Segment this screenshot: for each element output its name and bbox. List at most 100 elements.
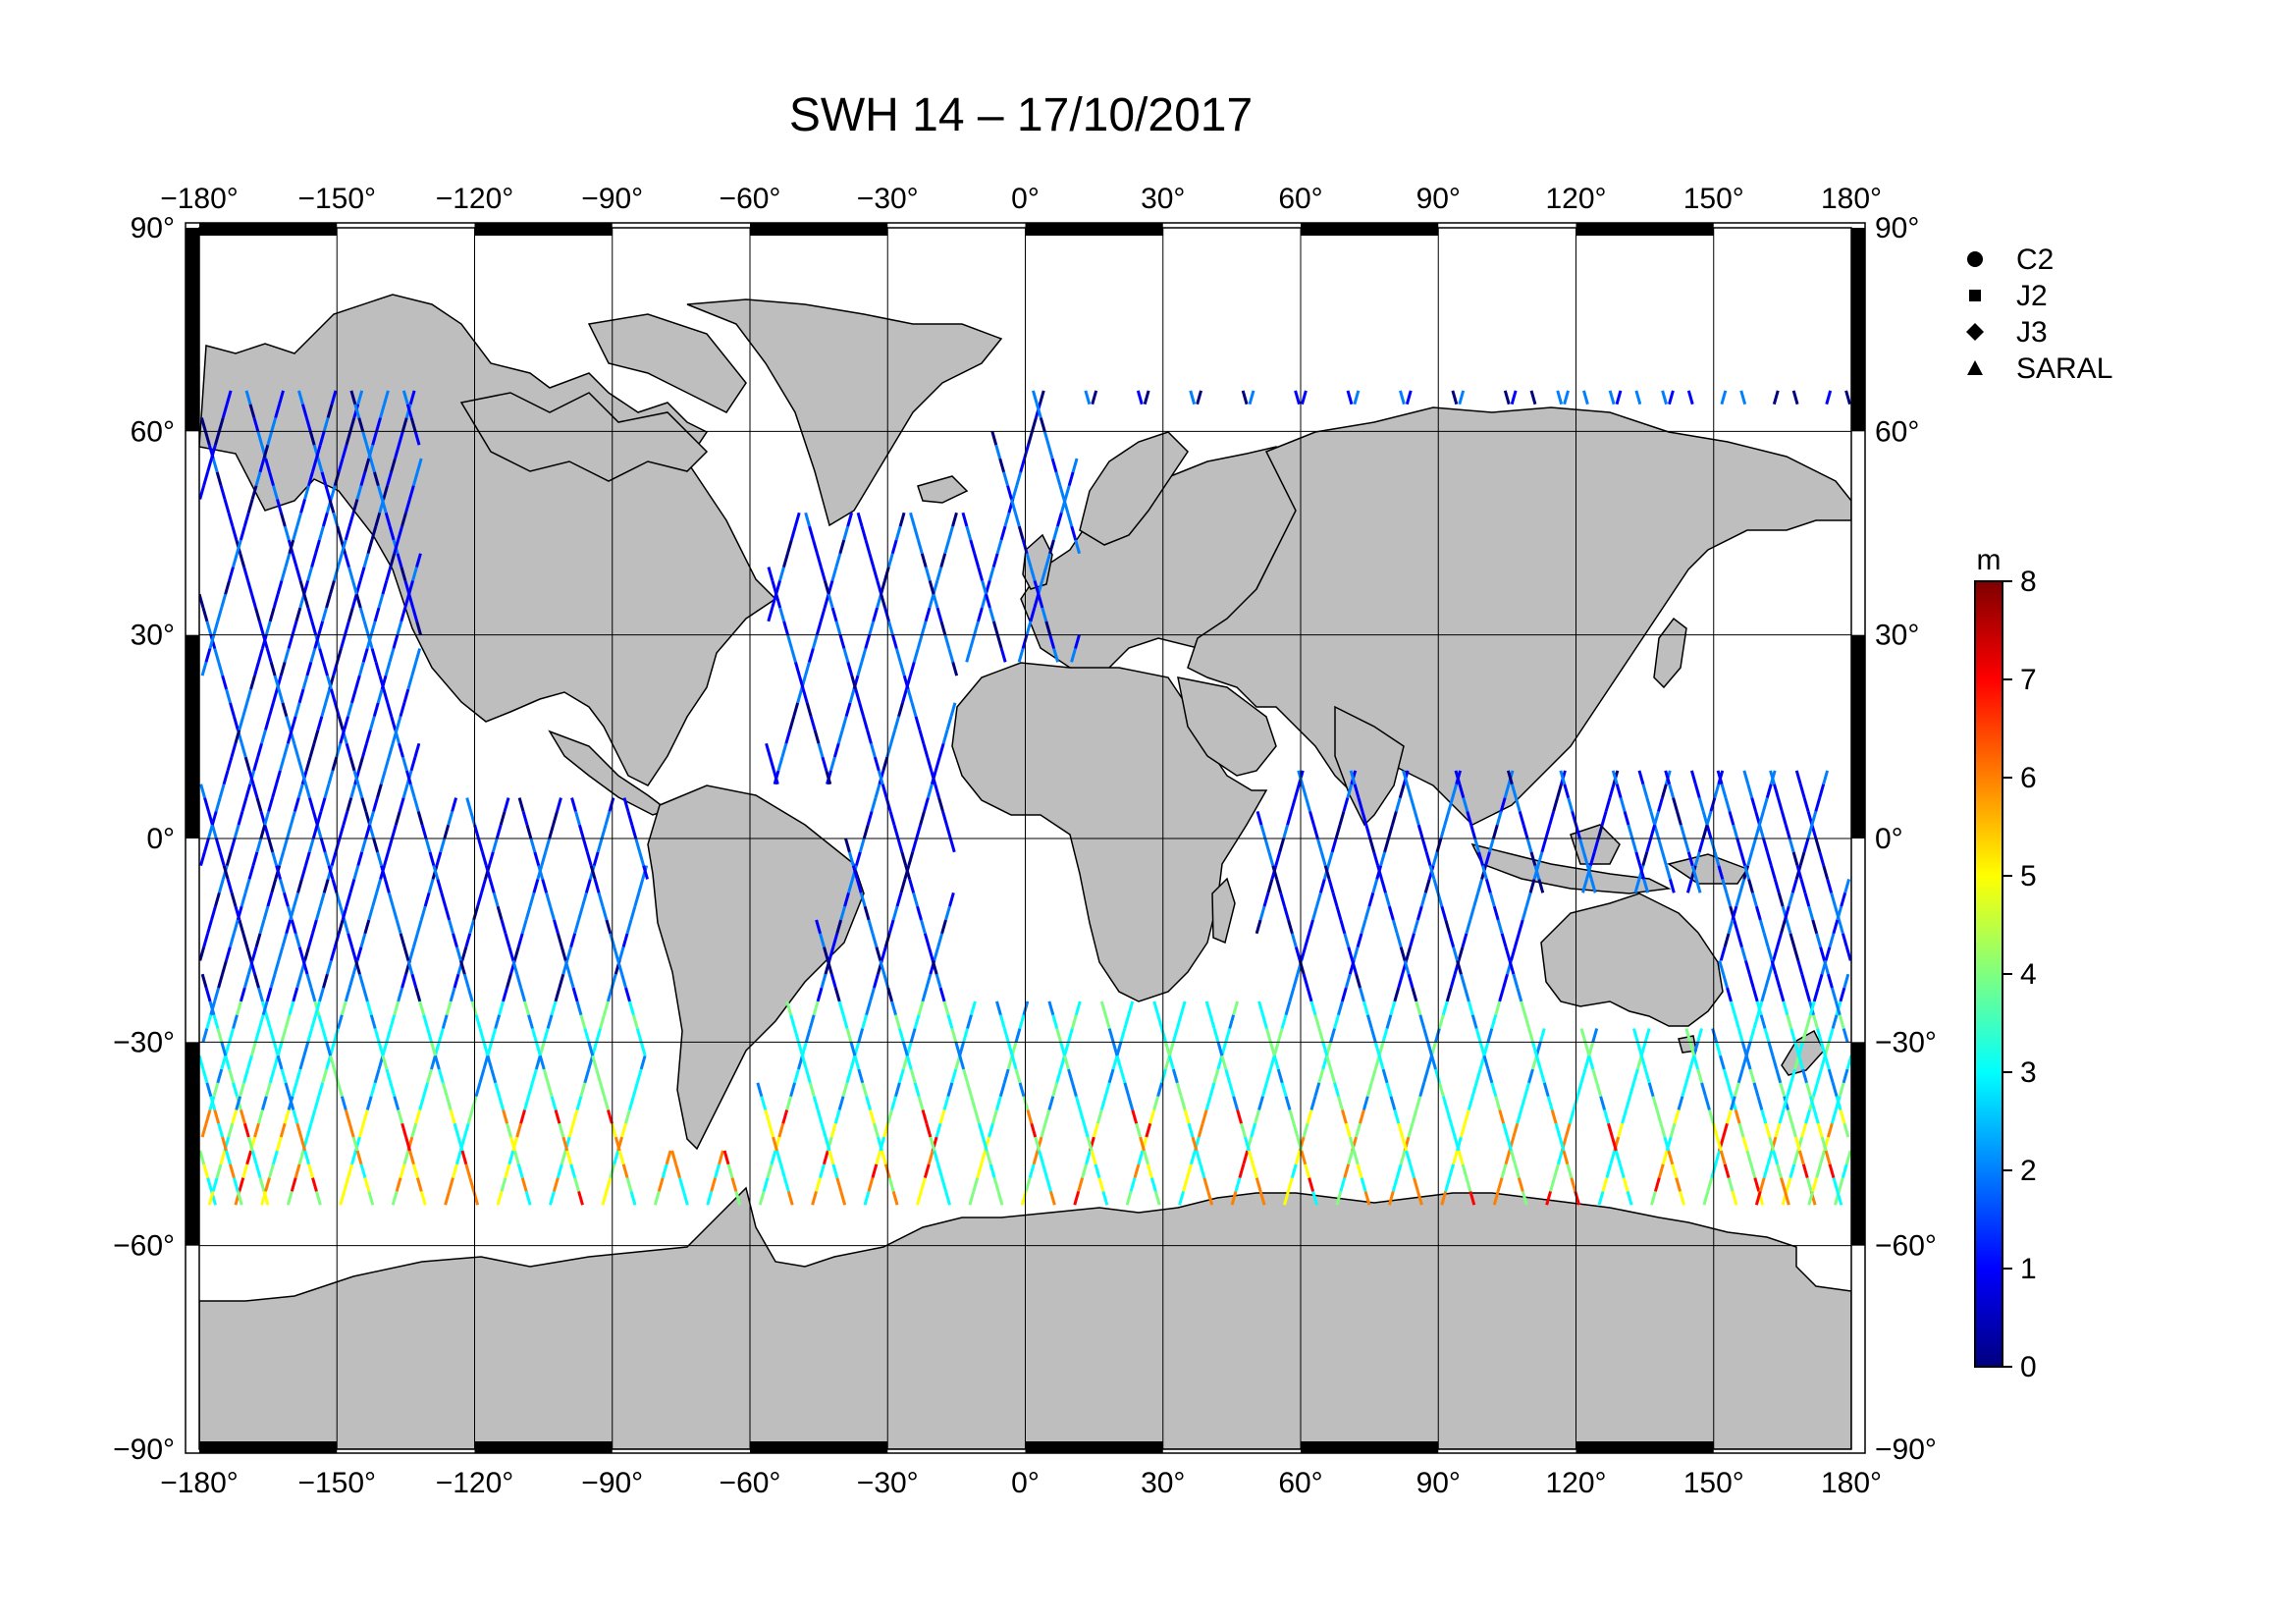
track-segment (904, 865, 912, 880)
track-segment (487, 851, 495, 867)
track-segment (1306, 1109, 1313, 1124)
track-segment (1548, 810, 1556, 826)
track-segment (642, 865, 649, 880)
track-segment (1059, 1041, 1067, 1056)
track-segment (944, 1190, 951, 1206)
track-segment (1686, 851, 1694, 867)
track-segment (1043, 1109, 1051, 1124)
track-segment (988, 607, 995, 622)
track-segment (860, 525, 868, 541)
track-segment (1338, 810, 1346, 826)
track-segment (279, 661, 287, 676)
track-segment (1467, 1001, 1474, 1016)
track-segment (1623, 810, 1630, 826)
track-segment (1713, 784, 1721, 798)
track-segment (968, 1190, 976, 1206)
track-segment (831, 933, 839, 947)
track-segment (988, 1122, 994, 1138)
track-segment (379, 770, 387, 785)
track-segment (258, 1177, 266, 1192)
latitude-label: −90° (1875, 1434, 1937, 1466)
track-segment (552, 1177, 560, 1192)
track-segment (577, 1190, 584, 1206)
track-segment (897, 1068, 905, 1084)
track-segment (569, 933, 577, 947)
track-segment (1416, 824, 1424, 839)
track-segment (287, 1096, 294, 1110)
track-segment (416, 810, 424, 826)
track-segment (298, 1055, 306, 1070)
track-segment (1722, 1122, 1729, 1138)
track-segment (1816, 973, 1824, 989)
track-segment (1801, 1163, 1809, 1178)
track-segment (1189, 390, 1197, 406)
track-segment (273, 959, 281, 975)
track-segment (1731, 905, 1738, 921)
track-segment (1706, 1177, 1714, 1192)
track-segment (419, 905, 427, 921)
track-segment (235, 539, 242, 555)
track-segment (1468, 905, 1476, 921)
track-segment (229, 702, 236, 718)
track-segment (823, 579, 830, 595)
track-segment (1484, 851, 1491, 867)
track-segment (1581, 879, 1588, 893)
track-segment (1432, 879, 1440, 893)
track-segment (276, 1055, 284, 1070)
track-segment (284, 1014, 292, 1029)
track-segment (1469, 824, 1477, 839)
track-segment (1377, 1055, 1385, 1070)
track-segment (1516, 987, 1523, 1002)
track-segment (1520, 1001, 1527, 1016)
track-segment (1175, 1014, 1183, 1029)
track-segment (1571, 810, 1577, 826)
track-segment (544, 838, 552, 853)
track-segment (1353, 390, 1361, 406)
track-segment (257, 1014, 265, 1029)
track-segment (1799, 879, 1807, 893)
track-segment (240, 1109, 246, 1124)
track-segment (355, 947, 363, 961)
track-segment (1634, 851, 1642, 867)
track-segment (1512, 1122, 1520, 1138)
track-segment (820, 973, 828, 989)
track-segment (1752, 1014, 1760, 1029)
track-segment (774, 593, 782, 609)
track-segment (409, 756, 417, 772)
track-segment (916, 905, 923, 921)
track-segment (1767, 1041, 1775, 1056)
track-segment (789, 1014, 797, 1029)
track-segment (1031, 417, 1038, 432)
track-segment (1014, 1068, 1022, 1084)
track-segment (1688, 1041, 1696, 1056)
track-segment (420, 824, 428, 839)
track-segment (550, 1001, 558, 1016)
track-segment (434, 1055, 441, 1070)
track-segment (1527, 1028, 1534, 1043)
track-segment (1018, 1014, 1026, 1029)
track-segment (1389, 1096, 1397, 1110)
longitude-label: −60° (720, 1467, 781, 1499)
track-segment (1521, 905, 1528, 921)
track-segment (1808, 1096, 1816, 1110)
track-segment (877, 1136, 883, 1152)
track-segment (1048, 539, 1055, 555)
track-segment (307, 933, 314, 947)
track-segment (458, 959, 466, 975)
track-segment (327, 770, 335, 785)
track-segment (1343, 933, 1351, 947)
track-segment (1723, 933, 1731, 947)
track-segment (1294, 947, 1302, 961)
track-segment (364, 730, 372, 744)
track-segment (880, 947, 887, 961)
track-segment (299, 499, 306, 514)
track-segment (1032, 1150, 1040, 1165)
track-segment (286, 824, 293, 839)
track-segment (1330, 838, 1338, 853)
track-segment (1019, 458, 1027, 473)
track-segment (1046, 444, 1054, 460)
track-segment (1478, 1041, 1486, 1056)
track-segment (344, 1109, 351, 1124)
track-segment (832, 742, 840, 758)
track-segment (1017, 648, 1025, 663)
